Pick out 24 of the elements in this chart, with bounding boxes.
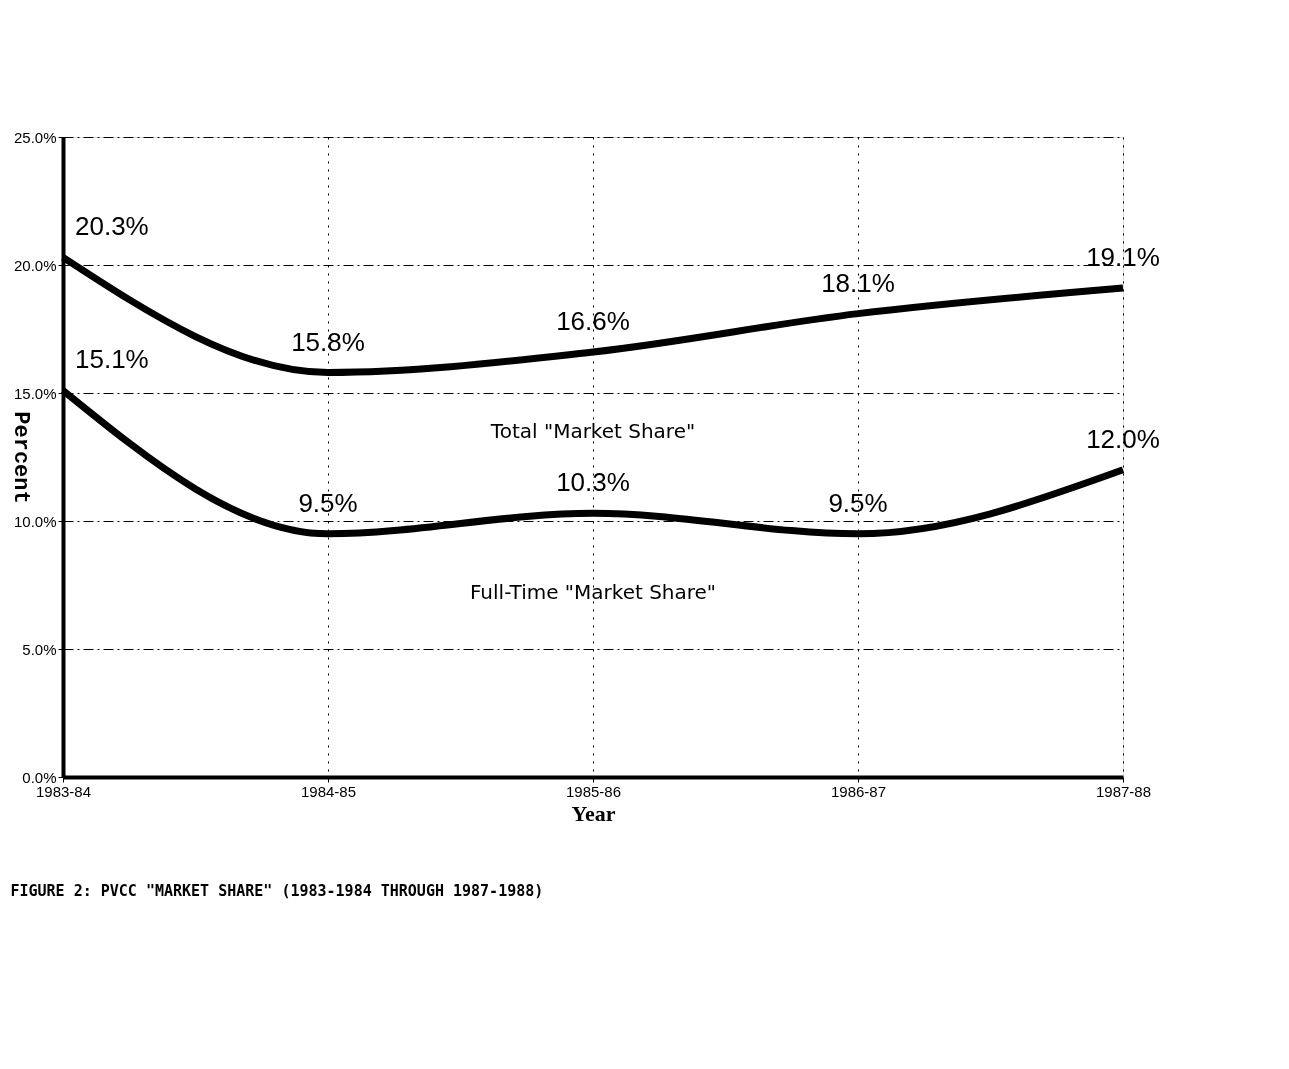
- data-label: 19.1%: [1086, 242, 1160, 273]
- data-label: 15.8%: [291, 326, 365, 357]
- data-label: 9.5%: [828, 487, 888, 518]
- data-label: 15.1%: [75, 344, 149, 375]
- data-label: 12.0%: [1086, 423, 1160, 454]
- y-tick-label: 25.0%: [13, 128, 57, 146]
- data-label: 10.3%: [556, 467, 630, 498]
- data-label: 16.6%: [556, 306, 630, 337]
- y-tick-label: 15.0%: [13, 384, 57, 402]
- x-axis-title: Year: [571, 800, 616, 826]
- text: Total "Market Share": [489, 419, 696, 444]
- y-tick-label: 5.0%: [22, 640, 57, 658]
- data-label: 20.3%: [75, 211, 149, 242]
- y-tick-label: 10.0%: [13, 512, 57, 530]
- text: Full-Time "Market Share": [469, 580, 717, 605]
- x-tick-label: 1986-87: [830, 782, 887, 800]
- data-label: 18.1%: [821, 267, 895, 298]
- data-label: 9.5%: [298, 487, 358, 518]
- x-tick-label: 1984-85: [300, 782, 357, 800]
- y-axis-title: Percent: [7, 411, 33, 504]
- x-tick-label: 1985-86: [565, 782, 622, 800]
- x-tick-label: 1987-88: [1095, 782, 1152, 800]
- y-tick-label: 20.0%: [13, 256, 57, 274]
- caption: FIGURE 2: PVCC "MARKET SHARE" (1983-1984 THROUGH 1987-1988): [10, 882, 544, 900]
